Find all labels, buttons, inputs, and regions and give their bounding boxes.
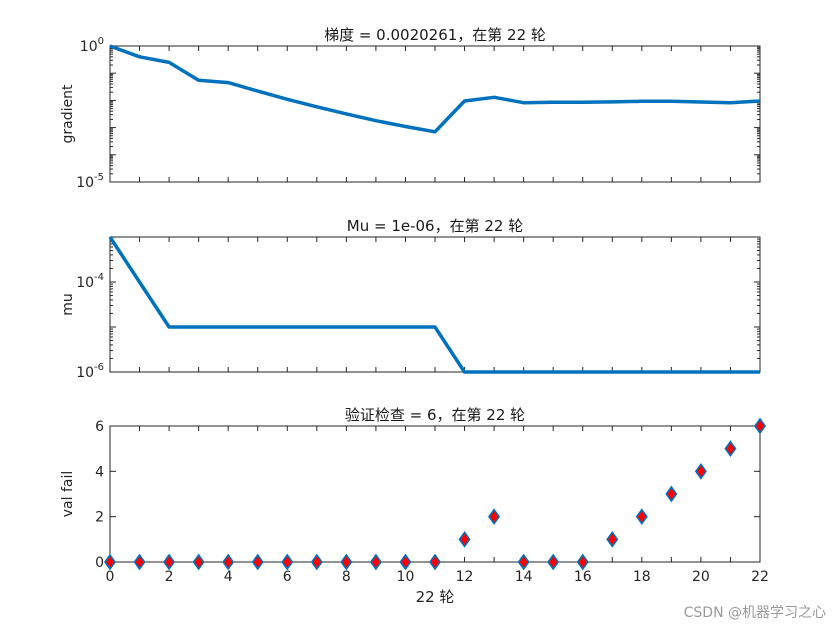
x-axis-label: 22 轮 xyxy=(416,588,455,606)
data-point xyxy=(547,553,560,571)
data-point xyxy=(694,462,707,480)
x-tick-label: 8 xyxy=(342,569,351,585)
x-tick-label: 22 xyxy=(751,569,769,585)
x-tick-label: 4 xyxy=(224,569,233,585)
y-axis-label: val fail xyxy=(60,471,76,518)
x-tick-label: 16 xyxy=(574,569,592,585)
y-tick-label: 4 xyxy=(95,464,104,480)
x-tick-label: 20 xyxy=(692,569,710,585)
data-point xyxy=(281,553,294,571)
x-tick-label: 2 xyxy=(165,569,174,585)
watermark: CSDN @机器学习之心 xyxy=(683,605,826,621)
data-point xyxy=(428,553,442,571)
y-tick-label: 2 xyxy=(95,510,104,526)
data-point xyxy=(103,553,117,571)
y-tick-label: 6 xyxy=(95,419,104,435)
data-point xyxy=(488,508,501,526)
y-axis-label: gradient xyxy=(60,84,76,143)
axes-box xyxy=(109,236,761,373)
data-point xyxy=(576,553,589,571)
data-point xyxy=(606,530,619,548)
x-tick-label: 6 xyxy=(283,569,292,585)
y-tick-label: 0 xyxy=(95,555,104,571)
y-tick-label: 10-6 xyxy=(76,362,104,381)
data-point xyxy=(665,485,678,503)
data-point xyxy=(753,417,767,435)
data-point xyxy=(133,553,146,571)
data-point xyxy=(369,553,382,571)
subplot-1: 100 10-5 梯度 = 0.0020261，在第 22 轮 gradient xyxy=(60,26,761,191)
y-axis-label: mu xyxy=(60,293,76,316)
subplot-3: 0 2 4 6 0 2 4 6 8 10 12 14 16 18 20 22 验证检查 = 6，在第 22 轮 v… xyxy=(60,406,769,606)
data-point xyxy=(517,553,530,571)
subplot-2: 10-4 10-6 Mu = 1e-06，在第 22 轮 mu xyxy=(60,217,761,381)
subplot-title: 验证检查 = 6，在第 22 轮 xyxy=(345,406,525,424)
x-tick-label: 10 xyxy=(397,569,415,585)
data-point xyxy=(310,553,323,571)
x-tick-label: 18 xyxy=(633,569,651,585)
x-tick-label: 0 xyxy=(106,569,115,585)
data-point xyxy=(251,553,264,571)
data-point xyxy=(340,553,353,571)
data-point xyxy=(163,553,176,571)
data-point xyxy=(192,553,205,571)
data-point xyxy=(399,553,412,571)
axes-box xyxy=(109,425,761,563)
x-tick-label: 12 xyxy=(456,569,474,585)
axes-box xyxy=(109,45,761,183)
data-point xyxy=(635,508,648,526)
subplot-title: Mu = 1e-06，在第 22 轮 xyxy=(347,217,523,235)
data-point xyxy=(222,553,235,571)
y-tick-label: 100 xyxy=(80,36,104,55)
series-line xyxy=(108,236,760,374)
subplot-title: 梯度 = 0.0020261，在第 22 轮 xyxy=(324,26,546,44)
y-tick-label: 10-5 xyxy=(76,172,104,191)
data-point xyxy=(724,440,737,458)
series-line xyxy=(109,44,761,134)
y-tick-label: 10-4 xyxy=(76,272,104,291)
x-tick-label: 14 xyxy=(515,569,533,585)
data-point xyxy=(458,530,471,548)
